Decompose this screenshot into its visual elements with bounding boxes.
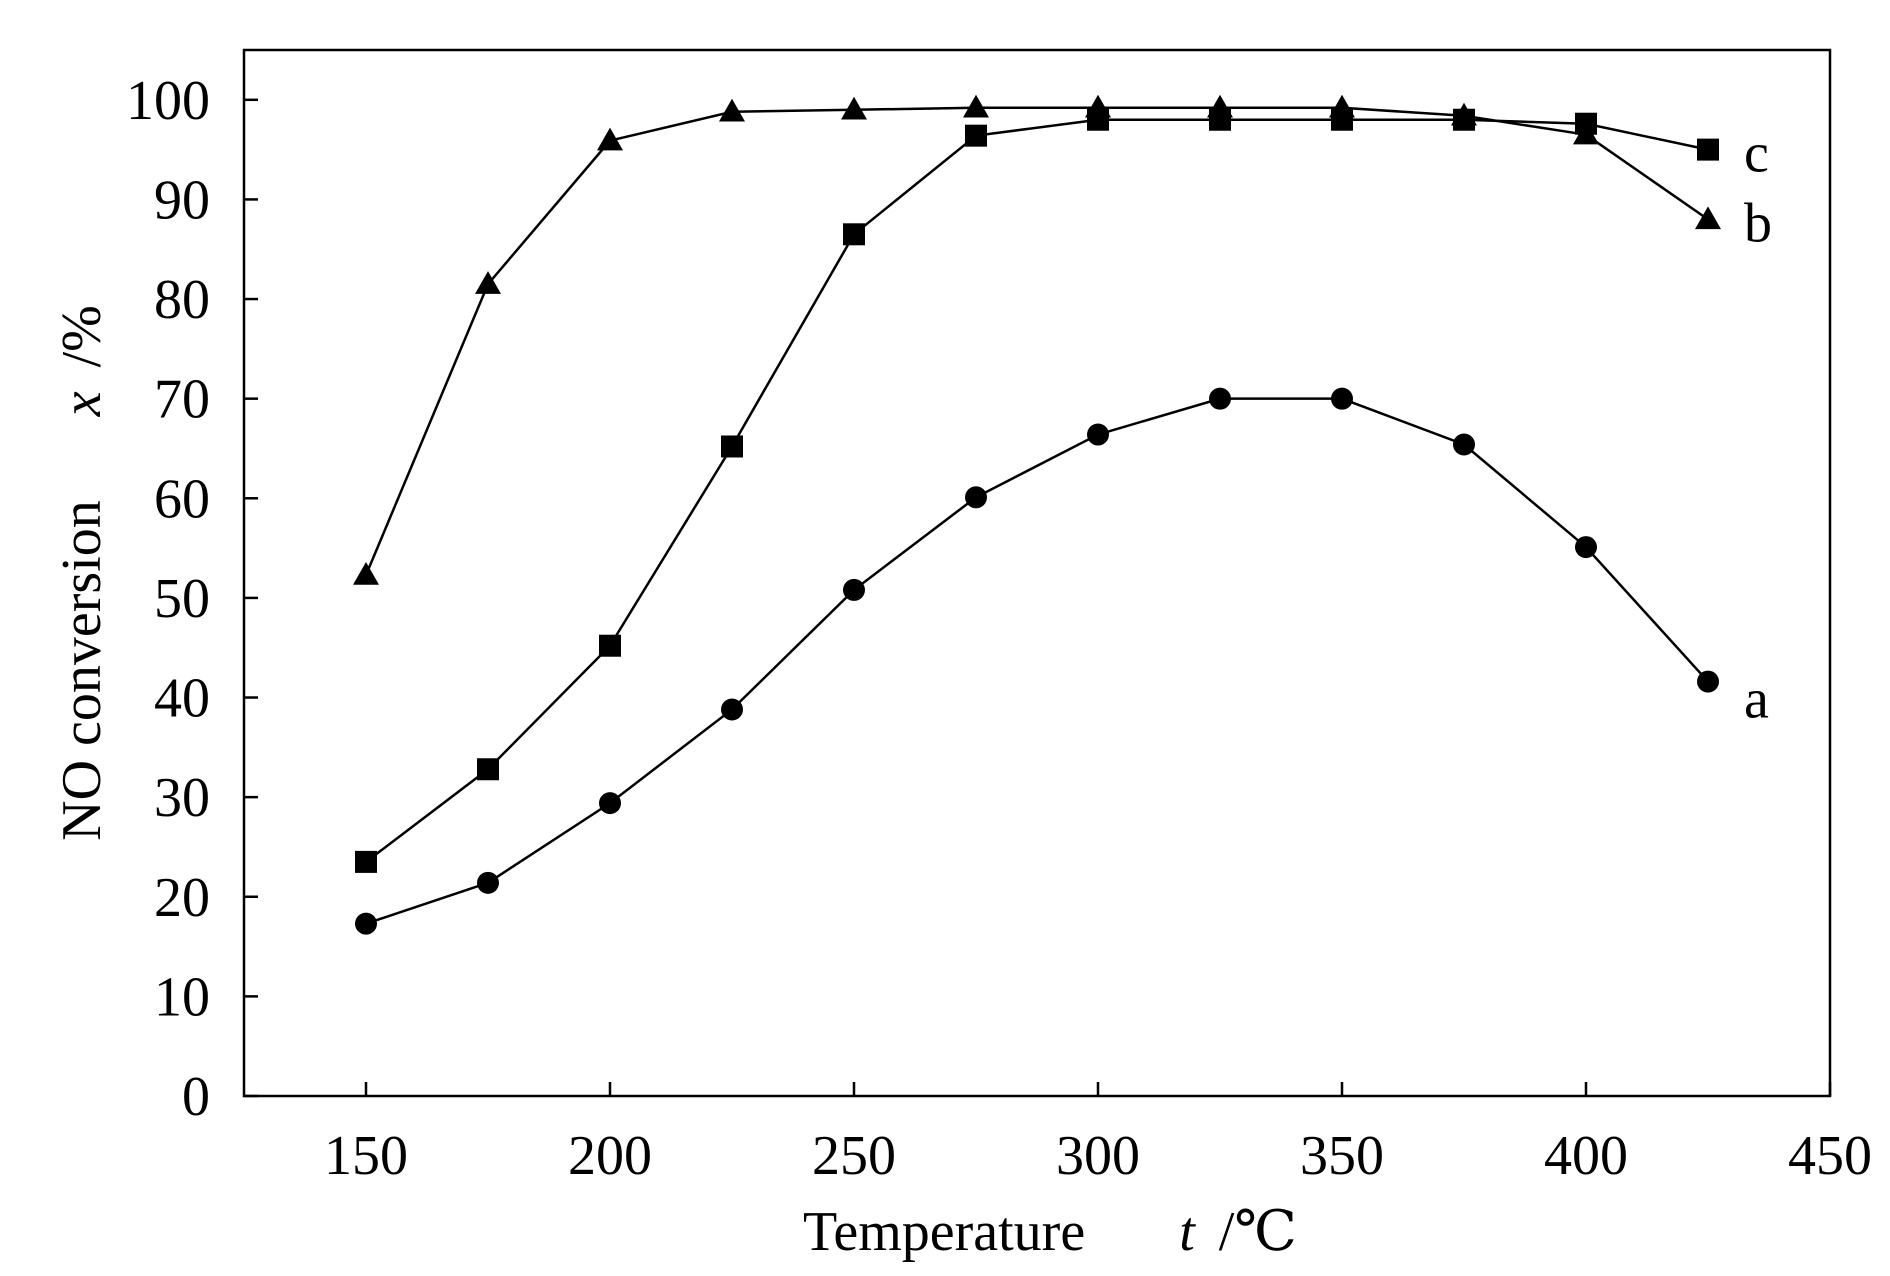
data-point-a <box>1087 423 1109 446</box>
y-tick-label: 20 <box>154 867 210 929</box>
y-tick-label: 100 <box>126 70 210 132</box>
data-point-c <box>477 758 499 781</box>
y-tick-label: 50 <box>154 568 210 630</box>
y-axis-title: NO conversion x /% <box>51 305 113 841</box>
y-tick-label: 80 <box>154 269 210 331</box>
data-point-c <box>599 634 621 657</box>
x-tick-label: 300 <box>1056 1125 1140 1187</box>
series-c-line <box>365 118 1709 863</box>
series-c <box>355 108 1719 873</box>
data-point-a <box>1453 433 1475 456</box>
data-point-c <box>355 850 377 873</box>
data-point-a <box>1331 387 1353 410</box>
series-label-c: c <box>1744 123 1769 185</box>
data-point-a <box>1575 536 1597 559</box>
data-point-c <box>721 435 743 458</box>
y-tick-label: 70 <box>154 369 210 431</box>
y-axis-symbol: x <box>51 391 113 417</box>
y-tick-label: 0 <box>182 1066 210 1128</box>
labels-layer: a bc <box>1744 123 1772 731</box>
data-point-b <box>841 96 867 120</box>
y-axis-label: NO conversion <box>51 500 113 841</box>
y-tick-label: 40 <box>154 668 210 730</box>
series-label-b: b <box>1744 192 1772 254</box>
x-axis-symbol: t <box>1179 1201 1196 1263</box>
data-point-b <box>1695 206 1721 230</box>
y-tick-label: 10 <box>154 966 210 1028</box>
series-a-line <box>365 397 1709 925</box>
data-point-a <box>477 871 499 894</box>
data-point-a <box>965 486 987 509</box>
data-point-c <box>1209 108 1231 131</box>
data-point-c <box>1331 108 1353 131</box>
data-point-a <box>1697 670 1719 693</box>
x-tick-label: 150 <box>324 1125 408 1187</box>
x-axis-unit: /℃ <box>1219 1201 1297 1263</box>
data-point-b <box>597 127 623 151</box>
plot-frame <box>242 48 1832 1098</box>
series-b <box>353 94 1721 585</box>
data-point-a <box>843 578 865 601</box>
y-tick-label: 90 <box>154 169 210 231</box>
y-tick-label: 30 <box>154 767 210 829</box>
x-tick-label: 400 <box>1544 1125 1628 1187</box>
series-a <box>355 387 1719 935</box>
data-point-a <box>599 792 621 815</box>
x-tick-label: 350 <box>1300 1125 1384 1187</box>
series-layer <box>353 94 1721 935</box>
data-point-c <box>1697 138 1719 161</box>
x-tick-label: 200 <box>568 1125 652 1187</box>
data-point-c <box>1453 108 1475 131</box>
ticks-layer: 150 200 250 300 350 400 450 0 10 20 30 40 50 60 70 80 90… <box>126 70 1872 1187</box>
x-tick-label: 250 <box>812 1125 896 1187</box>
data-point-c <box>843 223 865 246</box>
x-axis-title: Temperature t /℃ <box>803 1201 1297 1263</box>
data-point-a <box>721 698 743 721</box>
data-point-a <box>1209 387 1231 410</box>
data-point-b <box>475 271 501 294</box>
data-point-c <box>1575 112 1597 135</box>
data-point-b <box>353 561 379 585</box>
data-point-b <box>719 98 745 122</box>
x-axis-label: Temperature <box>803 1201 1085 1263</box>
series-b-line <box>364 106 1709 576</box>
data-point-c <box>1087 108 1109 131</box>
y-axis-unit: /% <box>51 305 113 367</box>
x-tick-label: 450 <box>1788 1125 1872 1187</box>
series-label-a: a <box>1744 669 1769 731</box>
data-point-b <box>963 94 989 118</box>
y-tick-label: 60 <box>154 468 210 530</box>
data-point-a <box>355 912 377 935</box>
data-point-c <box>965 124 987 147</box>
